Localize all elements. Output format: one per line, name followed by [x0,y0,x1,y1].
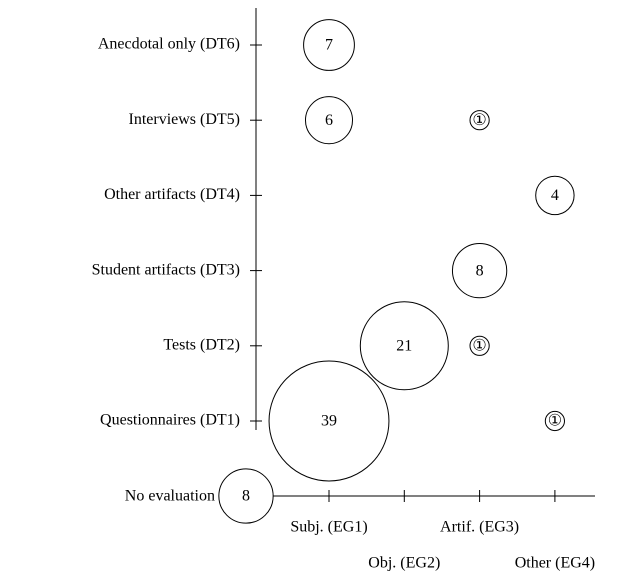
bubble-label: 6 [325,112,333,129]
bubble-label: 21 [396,337,412,354]
y-tick-label: Tests (DT2) [163,336,240,353]
y-tick-label: Interviews (DT5) [128,111,240,128]
bubble-label: 39 [321,413,337,430]
bubble [304,96,354,145]
no-evaluation-label: No evaluation [125,488,215,505]
bubble-label: ① [472,337,486,354]
bubble [303,19,355,71]
bubble-label: 4 [551,187,559,204]
x-tick-label: Subj. (EG1) [290,519,367,536]
bubble-label: 8 [242,488,250,505]
bubble [451,242,508,299]
bubble [469,335,490,356]
x-tick-label: Other (EG4) [515,555,595,572]
x-tick-label: Obj. (EG2) [368,555,440,572]
bubble [268,360,390,482]
bubble [544,410,566,432]
bubble [218,468,274,524]
bubble [469,110,490,131]
bubble [359,301,449,391]
y-tick-label: Anecdotal only (DT6) [98,36,240,53]
bubble-label: ① [472,112,486,129]
y-tick-label: Questionnaires (DT1) [100,412,240,429]
bubble [535,175,575,216]
y-tick-label: Student artifacts (DT3) [92,261,240,278]
y-tick-label: Other artifacts (DT4) [104,186,240,203]
bubble-label: 7 [325,37,333,54]
bubble-label: ① [548,413,562,430]
bubble-label: 8 [476,262,484,279]
x-tick-label: Artif. (EG3) [440,519,519,536]
